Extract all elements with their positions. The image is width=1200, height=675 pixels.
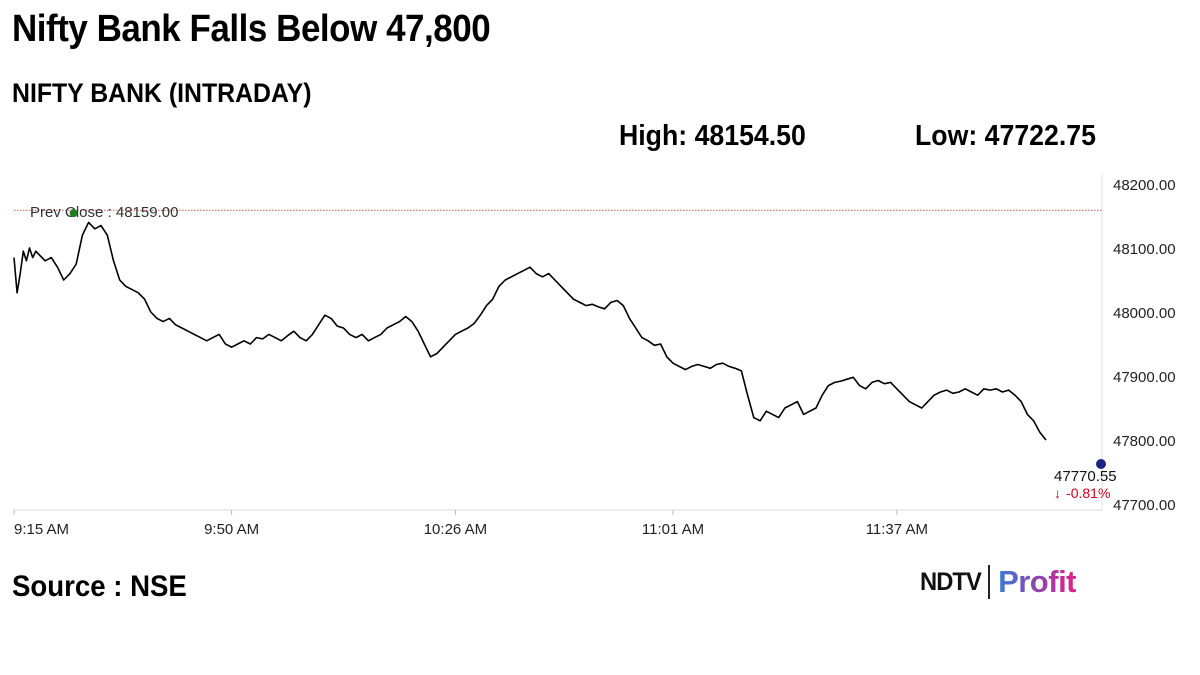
y-tick-label: 47700.00 [1113, 497, 1176, 514]
chart-subtitle: NIFTY BANK (INTRADAY) [12, 78, 312, 108]
x-tick-label: 11:37 AM [866, 521, 928, 538]
low-value: Low: 47722.75 [915, 120, 1096, 152]
logo-product: Profit [998, 564, 1076, 599]
change-arrow: ↓ [1054, 485, 1061, 501]
ndtv-profit-logo: NDTV Profit [920, 562, 1076, 602]
y-tick-label: 47800.00 [1113, 433, 1176, 450]
current-value-marker [1096, 459, 1106, 469]
logo-brand: NDTV [920, 567, 982, 596]
x-tick-label: 9:15 AM [14, 521, 69, 538]
last-value-label: 47770.55 [1054, 468, 1117, 485]
y-tick-label: 47900.00 [1113, 369, 1176, 386]
x-tick-label: 10:26 AM [424, 521, 487, 538]
change-label: -0.81% [1066, 485, 1110, 501]
x-tick-label: 11:01 AM [642, 521, 704, 538]
y-tick-label: 48200.00 [1113, 177, 1176, 194]
y-tick-label: 48000.00 [1113, 305, 1176, 322]
x-tick-label: 9:50 AM [204, 521, 259, 538]
intraday-line-chart: 47700.00 47800.00 47900.00 48000.00 48100.00… [13, 174, 1176, 538]
y-tick-label: 48100.00 [1113, 241, 1176, 258]
headline: Nifty Bank Falls Below 47,800 [12, 8, 491, 50]
source-label: Source : NSE [12, 570, 187, 603]
day-high-marker [69, 209, 78, 218]
price-series-line [13, 221, 1047, 441]
logo-separator [988, 565, 991, 599]
high-value: High: 48154.50 [619, 120, 806, 152]
prev-close-label: Prev Close : 48159.00 [30, 204, 178, 221]
